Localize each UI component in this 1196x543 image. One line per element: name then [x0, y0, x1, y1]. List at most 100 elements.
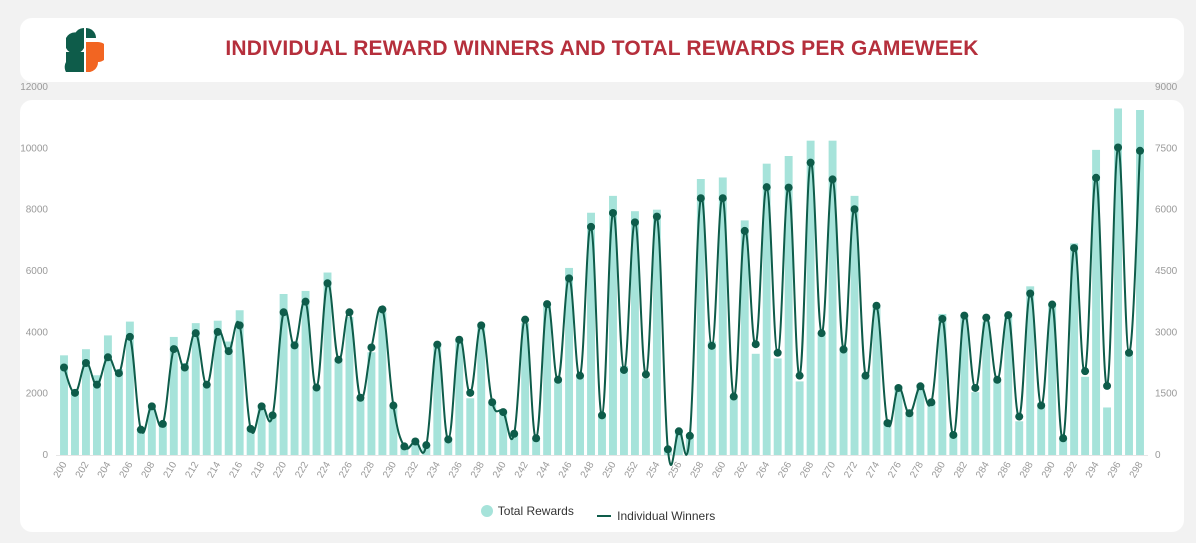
point-individual-winners-256: [674, 427, 683, 436]
point-individual-winners-288: [1026, 289, 1035, 298]
bar-total-rewards-292: [1070, 243, 1079, 455]
bar-total-rewards-227: [356, 399, 365, 455]
left-axis-tick-4000: 4000: [26, 327, 49, 338]
bar-total-rewards-263: [751, 353, 760, 455]
x-axis-tick-290: 290: [1040, 460, 1058, 480]
right-axis-tick-3000: 3000: [1155, 327, 1178, 338]
bar-total-rewards-215: [224, 341, 233, 455]
point-individual-winners-270: [828, 175, 837, 184]
bar-total-rewards-267: [795, 381, 804, 455]
right-axis-tick-1500: 1500: [1155, 389, 1178, 400]
x-axis-tick-264: 264: [754, 460, 772, 480]
line-individual-winners: [63, 146, 1141, 467]
x-axis-tick-238: 238: [469, 460, 487, 480]
point-individual-winners-230: [389, 401, 398, 410]
x-axis-tick-220: 220: [271, 460, 289, 480]
x-axis-tick-288: 288: [1018, 460, 1036, 480]
bar-total-rewards-238: [477, 326, 486, 455]
x-axis-tick-266: 266: [776, 460, 794, 480]
x-axis-tick-298: 298: [1128, 460, 1146, 480]
bar-total-rewards-247: [576, 375, 584, 455]
point-individual-winners-236: [455, 335, 464, 344]
bar-total-rewards-268: [806, 140, 815, 455]
point-individual-winners-217: [246, 424, 255, 433]
bar-total-rewards-275: [883, 421, 892, 455]
point-individual-winners-261: [729, 392, 738, 401]
bar-total-rewards-281: [949, 435, 958, 455]
point-individual-winners-264: [762, 183, 771, 192]
point-individual-winners-224: [323, 279, 332, 288]
bar-total-rewards-220: [279, 294, 288, 455]
point-individual-winners-209: [158, 419, 167, 428]
x-axis-tick-284: 284: [974, 460, 992, 480]
point-individual-winners-284: [982, 313, 991, 322]
bar-total-rewards-206: [125, 321, 134, 455]
point-individual-winners-208: [147, 402, 156, 411]
point-individual-winners-212: [191, 329, 200, 338]
point-individual-winners-273: [861, 371, 870, 380]
bar-total-rewards-290: [1048, 303, 1057, 455]
bar-total-rewards-204: [103, 335, 112, 455]
legend-item-individual-winners[interactable]: Individual Winners: [597, 509, 715, 523]
point-individual-winners-291: [1059, 434, 1068, 443]
point-individual-winners-287: [1015, 412, 1024, 421]
bar-total-rewards-221: [290, 341, 299, 455]
bar-total-rewards-254: [652, 209, 661, 455]
bar-total-rewards-297: [1125, 350, 1133, 455]
point-individual-winners-285: [993, 375, 1002, 384]
x-axis-tick-212: 212: [183, 460, 201, 480]
logo-orange-shape: [86, 42, 108, 73]
point-individual-winners-254: [652, 212, 661, 221]
x-axis-tick-204: 204: [96, 460, 114, 480]
point-individual-winners-228: [367, 343, 376, 352]
point-individual-winners-214: [213, 327, 222, 336]
bar-total-rewards-261: [729, 396, 738, 455]
x-axis-tick-208: 208: [140, 460, 158, 480]
point-individual-winners-280: [938, 314, 947, 323]
point-individual-winners-257: [685, 431, 694, 440]
bar-total-rewards-287: [1015, 421, 1024, 455]
point-individual-winners-297: [1125, 348, 1134, 357]
x-axis-tick-294: 294: [1084, 460, 1102, 480]
bar-total-rewards-298: [1136, 110, 1144, 455]
point-individual-winners-213: [202, 380, 211, 389]
x-axis-tick-234: 234: [425, 460, 443, 480]
legend-item-total-rewards[interactable]: Total Rewards: [480, 504, 574, 518]
bar-total-rewards-271: [839, 347, 848, 455]
x-axis-tick-248: 248: [579, 460, 597, 480]
bar-total-rewards-278: [916, 384, 925, 455]
point-individual-winners-205: [114, 369, 123, 378]
bar-total-rewards-202: [82, 349, 90, 455]
logo-top-right-shape: [86, 28, 96, 38]
point-individual-winners-203: [92, 380, 101, 389]
bar-total-rewards-280: [938, 313, 947, 455]
bar-total-rewards-228: [367, 352, 376, 455]
right-axis-tick-9000: 9000: [1155, 82, 1178, 93]
x-axis-tick-280: 280: [930, 460, 948, 480]
left-axis-tick-12000: 12000: [20, 82, 48, 93]
bar-total-rewards-289: [1037, 402, 1046, 455]
bar-total-rewards-294: [1092, 149, 1101, 455]
x-axis-tick-254: 254: [645, 460, 663, 480]
point-individual-winners-262: [740, 226, 749, 235]
point-individual-winners-279: [927, 398, 936, 407]
point-individual-winners-222: [301, 297, 310, 306]
point-individual-winners-293: [1081, 367, 1090, 376]
bar-total-rewards-224: [323, 272, 332, 455]
point-individual-winners-233: [422, 441, 431, 450]
x-axis-tick-296: 296: [1106, 460, 1124, 480]
point-individual-winners-220: [279, 308, 288, 317]
bar-total-rewards-217: [246, 428, 255, 455]
bar-total-rewards-277: [905, 413, 914, 455]
x-axis-tick-240: 240: [491, 460, 509, 480]
x-axis-tick-228: 228: [359, 460, 377, 480]
point-individual-winners-259: [707, 341, 716, 350]
bar-total-rewards-219: [268, 415, 277, 455]
bar-total-rewards-214: [213, 320, 222, 455]
point-individual-winners-216: [235, 321, 244, 330]
bar-total-rewards-273: [861, 375, 870, 455]
bar-total-rewards-200: [60, 355, 68, 455]
point-individual-winners-239: [488, 398, 497, 407]
bar-total-rewards-244: [543, 303, 552, 455]
